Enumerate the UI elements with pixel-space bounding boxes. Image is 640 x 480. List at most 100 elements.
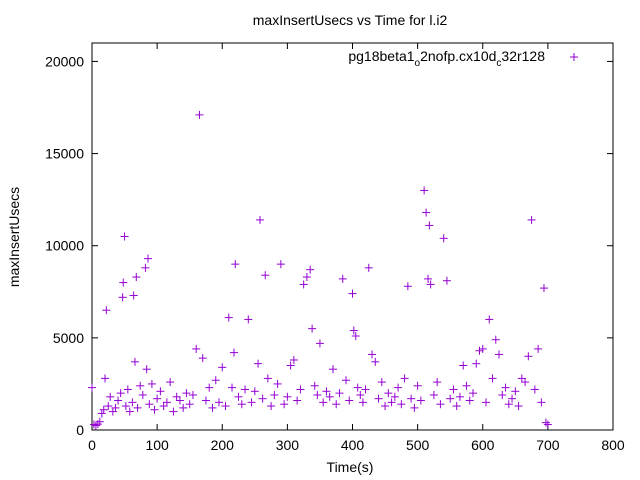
- data-point: [153, 394, 162, 403]
- data-point: [501, 383, 510, 392]
- y-axis-label: maxInsertUsecs: [6, 187, 22, 287]
- data-point: [508, 394, 517, 403]
- data-point: [162, 398, 171, 407]
- data-point: [286, 361, 295, 370]
- data-point: [356, 390, 365, 399]
- data-point: [166, 378, 175, 387]
- data-point: [495, 350, 504, 359]
- legend-text-tail: 32r128: [501, 48, 545, 64]
- data-point: [159, 402, 168, 411]
- data-point: [120, 232, 129, 241]
- data-point: [150, 405, 159, 414]
- data-point: [237, 400, 246, 409]
- data-point: [147, 379, 156, 388]
- data-points: [88, 110, 552, 430]
- data-point: [381, 402, 390, 411]
- data-point: [276, 260, 285, 269]
- x-tick-label: 300: [276, 437, 300, 453]
- legend-text-mid: 2nofp.cx10d: [420, 48, 496, 64]
- data-point: [283, 392, 292, 401]
- data-point: [442, 276, 451, 285]
- data-point: [315, 339, 324, 348]
- data-point: [302, 273, 311, 282]
- data-point: [407, 394, 416, 403]
- data-point: [185, 400, 194, 409]
- data-point: [234, 392, 243, 401]
- data-point: [296, 385, 305, 394]
- data-point: [374, 394, 383, 403]
- data-point: [267, 402, 276, 411]
- data-point: [543, 420, 552, 429]
- data-point: [433, 378, 442, 387]
- data-point: [111, 403, 120, 412]
- data-point: [99, 405, 108, 414]
- y-tick-label: 20000: [45, 53, 84, 69]
- data-point: [130, 357, 139, 366]
- data-point: [228, 383, 237, 392]
- data-point: [208, 403, 217, 412]
- data-point: [123, 385, 132, 394]
- data-point: [128, 398, 137, 407]
- data-point: [224, 313, 233, 322]
- data-point: [459, 361, 468, 370]
- data-point: [322, 387, 331, 396]
- data-point: [310, 381, 319, 390]
- y-tick-label: 10000: [45, 238, 84, 254]
- data-point: [420, 186, 429, 195]
- data-point: [106, 392, 115, 401]
- data-point: [188, 390, 197, 399]
- data-point: [537, 398, 546, 407]
- data-point: [425, 221, 434, 230]
- data-point: [341, 376, 350, 385]
- chart-title: maxInsertUsecs vs Time for l.i2: [253, 12, 448, 28]
- x-axis: 0 100 200 300 400 500 600 700 800: [88, 43, 625, 453]
- data-point: [449, 385, 458, 394]
- data-point: [254, 359, 263, 368]
- data-point: [91, 421, 100, 430]
- data-point: [175, 396, 184, 405]
- data-point: [263, 374, 272, 383]
- legend-marker-symbol: [570, 53, 578, 61]
- x-tick-label: 400: [341, 437, 365, 453]
- data-point: [452, 402, 461, 411]
- data-point: [261, 271, 270, 280]
- data-point: [332, 400, 341, 409]
- data-point: [133, 403, 142, 412]
- data-point: [195, 110, 204, 119]
- data-point: [413, 381, 422, 390]
- data-point: [114, 396, 123, 405]
- data-point: [328, 365, 337, 374]
- data-point: [472, 359, 481, 368]
- data-point: [101, 374, 110, 383]
- data-point: [426, 280, 435, 289]
- data-point: [390, 392, 399, 401]
- data-point: [514, 402, 523, 411]
- data-point: [358, 398, 367, 407]
- data-point: [364, 263, 373, 272]
- data-point: [338, 274, 347, 283]
- data-point: [145, 400, 154, 409]
- data-point: [172, 392, 181, 401]
- data-point: [436, 400, 445, 409]
- data-point: [325, 392, 334, 401]
- data-point: [468, 389, 477, 398]
- data-point: [353, 383, 362, 392]
- data-point: [289, 355, 298, 364]
- data-point: [439, 234, 448, 243]
- data-point: [397, 400, 406, 409]
- data-point: [214, 398, 223, 407]
- data-point: [524, 352, 533, 361]
- data-point: [221, 402, 230, 411]
- data-point: [394, 383, 403, 392]
- data-point: [348, 289, 357, 298]
- data-point: [498, 390, 507, 399]
- data-point: [462, 381, 471, 390]
- data-point: [400, 374, 409, 383]
- data-point: [478, 344, 487, 353]
- data-point: [377, 378, 386, 387]
- data-point: [539, 284, 548, 293]
- legend-entry-label: pg18beta1o2nofp.cx10dc32r128: [348, 48, 545, 69]
- data-point: [256, 215, 265, 224]
- data-point: [351, 332, 360, 341]
